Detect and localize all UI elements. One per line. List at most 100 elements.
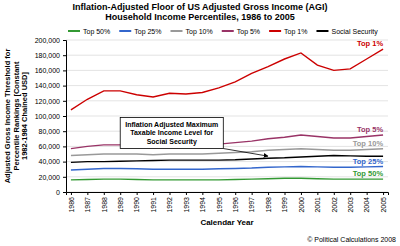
y-tick-label: 100,000 <box>35 113 60 120</box>
legend-item: Social Security <box>316 28 378 36</box>
x-tick-label: 2000 <box>298 197 305 213</box>
x-tick-label: 2005 <box>380 197 387 213</box>
legend-swatch <box>316 30 328 32</box>
x-tick-mark <box>120 192 121 195</box>
legend-item: Top 25% <box>119 28 161 36</box>
x-tick: 1986 <box>68 192 75 213</box>
x-axis-title: Calendar Year <box>200 218 253 227</box>
x-tick-mark <box>252 192 253 195</box>
subtitle: Household Income Percentiles, 1986 to 20… <box>105 12 295 22</box>
x-tick-label: 1992 <box>166 197 173 213</box>
y-tick: 60,000 <box>39 143 66 150</box>
x-tick: 1998 <box>265 192 272 213</box>
x-tick-label: 1989 <box>117 197 124 213</box>
x-axis: 1986198719881989199019911992199319941995… <box>67 192 389 213</box>
x-tick-mark <box>219 192 220 195</box>
x-tick: 1990 <box>133 192 140 213</box>
x-tick-mark <box>71 192 72 195</box>
y-tick-label: 40,000 <box>39 158 61 165</box>
x-tick-mark <box>350 192 351 195</box>
series-labels: Top 50%Top 25%Top 10%Top 5%Top 1% <box>353 39 384 178</box>
chart-svg: Inflation-Adjusted Floor of US Adjusted … <box>0 0 400 246</box>
y-tick-mark <box>63 146 66 147</box>
x-tick-mark <box>104 192 105 195</box>
grid-line <box>66 116 388 117</box>
y-tick-label: 60,000 <box>39 143 61 150</box>
x-tick-mark <box>268 192 269 195</box>
legend-item: Top 50% <box>68 28 110 36</box>
y-tick-label: 200,000 <box>35 37 60 44</box>
x-tick-mark <box>170 192 171 195</box>
y-tick-label: 180,000 <box>35 52 60 59</box>
x-tick: 1989 <box>117 192 124 213</box>
y-tick: 0 <box>56 189 66 196</box>
grid-line <box>66 131 388 132</box>
y-tick: 20,000 <box>39 174 66 181</box>
x-tick-label: 2003 <box>347 197 354 213</box>
x-tick: 2004 <box>363 192 370 213</box>
y-tick: 100,000 <box>35 113 66 120</box>
x-tick-label: 1986 <box>68 197 75 213</box>
title: Inflation-Adjusted Floor of US Adjusted … <box>72 2 327 12</box>
y-tick: 40,000 <box>39 158 66 165</box>
callout-arrow <box>223 149 268 157</box>
x-tick-mark <box>367 192 368 195</box>
y-tick: 80,000 <box>39 128 66 135</box>
x-tick-mark <box>235 192 236 195</box>
grid-line <box>66 176 388 177</box>
x-tick-mark <box>137 192 138 195</box>
x-tick: 1988 <box>101 192 108 213</box>
x-tick-label: 1998 <box>265 197 272 213</box>
series-label: Top 5% <box>357 125 383 134</box>
x-tick-label: 2001 <box>314 197 321 213</box>
y-tick-label: 20,000 <box>39 174 61 181</box>
x-tick-label: 1996 <box>232 197 239 213</box>
y-tick-mark <box>63 192 66 193</box>
x-tick-label: 1987 <box>84 197 91 213</box>
x-tick: 1992 <box>166 192 173 213</box>
legend-label: Top 25% <box>134 28 161 36</box>
x-tick: 2005 <box>380 192 387 213</box>
series-label: Top 1% <box>357 39 383 48</box>
legend-swatch <box>222 30 234 32</box>
x-tick: 1991 <box>150 192 157 213</box>
y-tick: 120,000 <box>35 98 66 105</box>
x-tick-label: 1997 <box>248 197 255 213</box>
y-tick-label: 140,000 <box>35 82 60 89</box>
y-tick-mark <box>63 162 66 163</box>
series-line <box>71 135 383 149</box>
y-tick: 160,000 <box>35 67 66 74</box>
grid-line <box>66 100 388 101</box>
y-axis: 0 20,000 40,000 60,000 80,000 100,000 120,000 1… <box>35 37 67 196</box>
x-tick-mark <box>186 192 187 195</box>
y-tick-mark <box>63 101 66 102</box>
series-line <box>71 178 383 180</box>
series-line <box>71 49 383 110</box>
y-tick-label: 120,000 <box>35 98 60 105</box>
callout-box <box>120 118 223 149</box>
x-tick-mark <box>301 192 302 195</box>
x-tick: 1993 <box>183 192 190 213</box>
grid <box>66 40 388 192</box>
legend-swatch <box>269 30 281 32</box>
y-tick-label: 0 <box>56 189 60 196</box>
series-line <box>71 156 383 163</box>
y-tick-mark <box>63 116 66 117</box>
x-tick: 1999 <box>281 192 288 213</box>
grid-line <box>66 146 388 147</box>
y-tick-mark <box>63 70 66 71</box>
series-line <box>71 149 383 156</box>
callout: Inflation Adjusted MaximumTaxable Income… <box>120 118 268 157</box>
legend: Top 50%Top 25%Top 10%Top 5%Top 1%Social … <box>68 28 378 36</box>
grid-line <box>66 40 388 41</box>
legend-label: Social Security <box>331 28 378 36</box>
x-tick-label: 1990 <box>133 197 140 213</box>
legend-label: Top 1% <box>284 28 307 36</box>
x-tick-label: 1995 <box>216 197 223 213</box>
x-tick: 2003 <box>347 192 354 213</box>
x-tick: 1995 <box>216 192 223 213</box>
series-lines <box>71 49 383 180</box>
series-label: Top 25% <box>353 157 384 166</box>
legend-item: Top 5% <box>222 28 260 36</box>
x-tick-mark <box>334 192 335 195</box>
